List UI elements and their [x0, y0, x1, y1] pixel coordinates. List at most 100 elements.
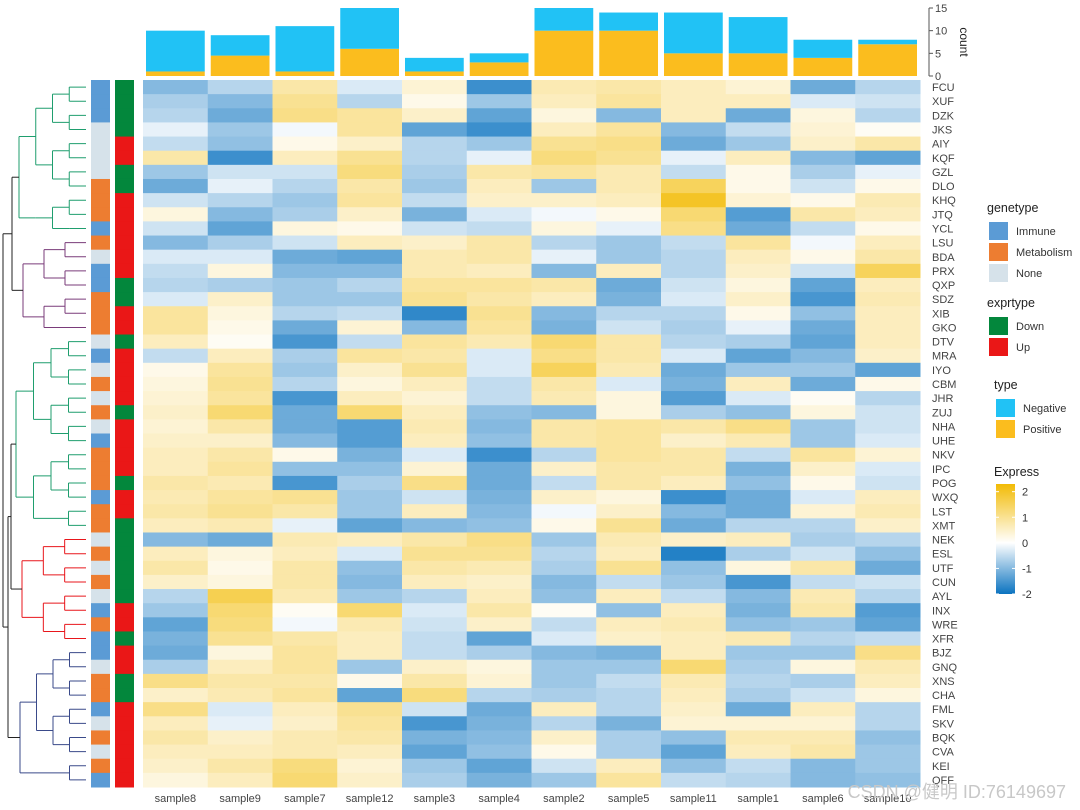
- heatmap-cell: [207, 292, 273, 307]
- heatmap-cell: [661, 164, 727, 180]
- heatmap-cell: [790, 277, 856, 293]
- heatmap-cell: [855, 617, 921, 632]
- count-bar-positive: [146, 71, 205, 76]
- heatmap-cell: [143, 306, 209, 321]
- heatmap-cell: [143, 574, 209, 590]
- heatmap-cell: [143, 249, 209, 265]
- heatmap-cell: [337, 447, 403, 463]
- heatmap-cell: [143, 419, 209, 434]
- heatmap-cell: [466, 376, 532, 392]
- heatmap-cell: [143, 589, 209, 604]
- heatmap-cell: [596, 178, 662, 194]
- heatmap-cell: [725, 320, 791, 336]
- heatmap-cell: [725, 546, 791, 562]
- heatmap-cell: [272, 221, 338, 237]
- heatmap-cell: [661, 221, 727, 237]
- heatmap-cell: [402, 178, 468, 194]
- heatmap-cell: [790, 150, 856, 166]
- count-bar-negative: [664, 12, 723, 54]
- gene-label: IPC: [932, 464, 950, 476]
- gene-label: INX: [932, 605, 951, 617]
- heatmap-cell: [531, 108, 597, 123]
- gene-label: BDA: [932, 252, 955, 264]
- heatmap-cell: [596, 249, 662, 265]
- heatmap-cell: [466, 207, 532, 222]
- genetype-cell: [91, 617, 110, 632]
- gene-label: BJZ: [932, 648, 952, 660]
- heatmap-cell: [855, 320, 921, 336]
- heatmap-cell: [402, 221, 468, 237]
- heatmap-cell: [207, 391, 273, 406]
- heatmap-cell: [207, 405, 273, 420]
- heatmap-cell: [143, 94, 209, 109]
- heatmap-cell: [725, 391, 791, 406]
- exprtype-cell: [115, 419, 134, 434]
- heatmap-cell: [272, 490, 338, 505]
- heatmap-cell: [531, 574, 597, 590]
- genetype-annotation-column: [91, 80, 110, 788]
- gene-label: CVA: [932, 747, 954, 759]
- genetype-cell: [91, 532, 110, 548]
- heatmap-cell: [596, 419, 662, 434]
- genetype-cell: [91, 560, 110, 576]
- heatmap-cell: [402, 277, 468, 293]
- genetype-cell: [91, 518, 110, 533]
- heatmap-cell: [466, 447, 532, 463]
- heatmap-cell: [272, 518, 338, 533]
- heatmap-cell: [337, 235, 403, 251]
- heatmap-cell: [725, 659, 791, 675]
- heatmap-cell: [337, 631, 403, 647]
- heatmap-cell: [790, 391, 856, 406]
- gene-label: UTF: [932, 563, 954, 575]
- heatmap-cell: [272, 362, 338, 378]
- heatmap-cell: [790, 178, 856, 194]
- exprtype-cell: [115, 447, 134, 463]
- heatmap-cell: [207, 263, 273, 279]
- gene-label: SDZ: [932, 294, 954, 306]
- heatmap-cell: [725, 772, 791, 788]
- heatmap-cell: [337, 772, 403, 788]
- heatmap-cell: [207, 744, 273, 760]
- gene-label: KHQ: [932, 195, 956, 207]
- genetype-cell: [91, 758, 110, 774]
- genetype-cell: [91, 292, 110, 307]
- heatmap-cell: [143, 80, 209, 95]
- heatmap-cell: [855, 405, 921, 420]
- heatmap-cell: [790, 688, 856, 703]
- gene-label: NHA: [932, 421, 956, 433]
- genetype-cell: [91, 136, 110, 152]
- heatmap-cell: [855, 433, 921, 449]
- exprtype-cell: [115, 80, 134, 95]
- gene-label: JHR: [932, 393, 953, 405]
- heatmap-cell: [596, 376, 662, 392]
- heatmap-cell: [143, 617, 209, 632]
- heatmap-cell: [596, 475, 662, 491]
- heatmap-cell: [596, 589, 662, 604]
- heatmap-cell: [725, 178, 791, 194]
- heatmap-cell: [725, 744, 791, 760]
- exprtype-cell: [115, 461, 134, 477]
- heatmap-cell: [596, 631, 662, 647]
- heatmap-cell: [790, 405, 856, 420]
- heatmap-cell: [725, 504, 791, 519]
- genetype-cell: [91, 546, 110, 562]
- heatmap-cell: [337, 164, 403, 180]
- heatmap-cell: [207, 376, 273, 392]
- heatmap-cell: [596, 518, 662, 533]
- heatmap-cell: [337, 730, 403, 746]
- heatmap-cell: [272, 758, 338, 774]
- heatmap-cell: [402, 645, 468, 661]
- heatmap-cell: [661, 532, 727, 548]
- heatmap-cell: [466, 277, 532, 293]
- gene-label: LST: [932, 506, 952, 518]
- heatmap-cell: [272, 122, 338, 138]
- heatmap-cell: [596, 603, 662, 618]
- heatmap-cell: [725, 730, 791, 746]
- heatmap-cell: [596, 263, 662, 279]
- gene-label: CUN: [932, 577, 956, 589]
- heatmap-cell: [855, 164, 921, 180]
- heatmap-cell: [790, 419, 856, 434]
- heatmap-cell: [790, 617, 856, 632]
- heatmap-cell: [466, 362, 532, 378]
- heatmap-cell: [337, 122, 403, 138]
